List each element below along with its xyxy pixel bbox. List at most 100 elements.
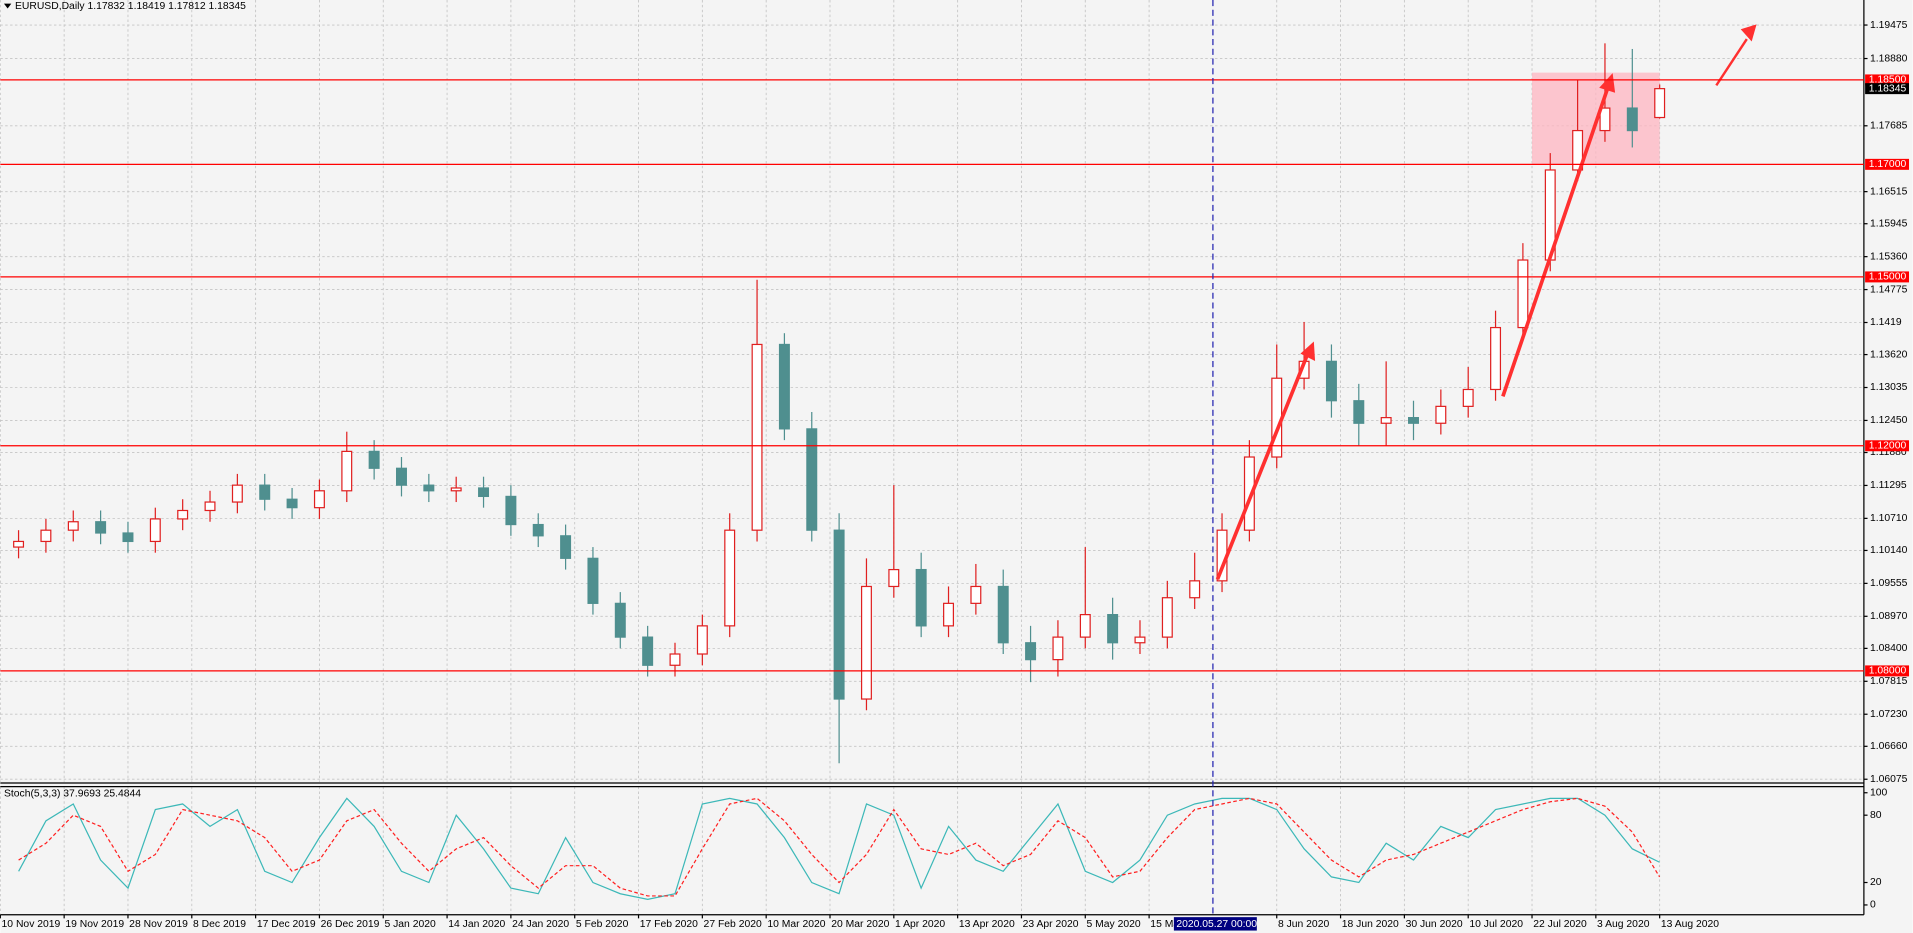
x-tick-label: 24 Jan 2020: [512, 919, 569, 930]
level-label-box: [1865, 665, 1910, 677]
x-tick-label: 10 Jul 2020: [1469, 919, 1523, 930]
x-tick-label: 26 Dec 2019: [321, 919, 380, 930]
y-tick-label: 1.10710: [1870, 513, 1908, 524]
candle-body: [1654, 88, 1666, 119]
candle-body: [1490, 326, 1502, 391]
candle-body: [806, 428, 818, 531]
candle-body: [286, 498, 298, 509]
x-tick-label: 8 Jun 2020: [1278, 919, 1330, 930]
candle-body: [1189, 580, 1201, 599]
level-label: 1.08000: [1869, 666, 1907, 677]
candle-body: [122, 532, 134, 543]
arrow: [1715, 38, 1748, 87]
grid: [0, 0, 1864, 915]
arrow-head: [1599, 73, 1616, 93]
x-tick-label: 13 Aug 2020: [1661, 919, 1719, 930]
x-tick-label: 5 Jan 2020: [384, 919, 436, 930]
x-tick-label: 19 Nov 2019: [65, 919, 124, 930]
y-tick-label: 1.08970: [1870, 611, 1908, 622]
y-tick-label: 80: [1870, 810, 1882, 821]
candle-body: [724, 529, 736, 627]
level-label: 1.15000: [1869, 272, 1907, 283]
candle-body: [778, 343, 790, 430]
candle-body: [1572, 129, 1584, 171]
level-label-box: [1865, 271, 1910, 283]
y-tick-label: 20: [1870, 877, 1882, 888]
candle-body: [1079, 613, 1091, 638]
candle-body: [368, 450, 380, 469]
x-tick-label: 30 Jun 2020: [1406, 919, 1463, 930]
candle-body: [231, 484, 243, 503]
candle-body: [450, 487, 462, 492]
x-tick-label: 17 Dec 2019: [257, 919, 316, 930]
candle-body: [1462, 388, 1474, 407]
cursor-label-box: [1173, 917, 1257, 931]
candle-body: [423, 484, 435, 492]
candle-body: [1380, 417, 1392, 424]
x-tick-label: 14 Jan 2020: [448, 919, 505, 930]
candle-body: [696, 625, 708, 655]
y-tick-label: 1.1419: [1870, 317, 1902, 328]
level-label-box: [1865, 158, 1910, 170]
cursor-label: 2020.05.27 00:00: [1176, 919, 1257, 930]
candle-body: [395, 467, 407, 486]
candle-body: [1599, 107, 1611, 132]
level-label: 1.17000: [1869, 159, 1907, 170]
candle-body: [1408, 417, 1419, 424]
candle-body: [997, 585, 1009, 644]
x-tick-label: 3 Aug 2020: [1597, 919, 1650, 930]
candle-body: [560, 535, 572, 559]
y-tick-label: 1.08400: [1870, 643, 1908, 654]
candle-body: [67, 521, 79, 531]
arrow-head: [1300, 341, 1316, 362]
y-tick-label: 100: [1870, 787, 1888, 798]
candle-body: [614, 602, 626, 638]
candle-body: [751, 343, 763, 531]
candle-body: [860, 585, 872, 700]
x-tick-label: 20 Mar 2020: [831, 919, 889, 930]
y-tick-label: 1.11880: [1870, 447, 1907, 458]
candle-body: [1353, 400, 1365, 424]
level-label: 1.12000: [1869, 440, 1907, 451]
candle-body: [313, 490, 325, 509]
candle-body: [259, 484, 271, 500]
candle-body: [833, 529, 845, 700]
y-tick-label: 1.16515: [1870, 186, 1908, 197]
candle-body: [587, 557, 599, 604]
candle-body: [478, 487, 490, 498]
y-tick-label: 1.07815: [1870, 676, 1908, 687]
current-price-box: [1865, 83, 1910, 95]
y-tick-label: 1.11295: [1870, 480, 1907, 491]
candle-body: [1626, 107, 1638, 132]
candle-body: [888, 568, 900, 588]
dropdown-icon[interactable]: [3, 3, 12, 9]
x-tick-label: 10 Nov 2019: [2, 919, 61, 930]
x-tick-label: 28 Nov 2019: [129, 919, 188, 930]
candle-body: [1325, 360, 1337, 402]
candle-body: [915, 568, 927, 627]
candle-body: [943, 602, 955, 627]
x-tick-label: 22 Jul 2020: [1533, 919, 1587, 930]
y-tick-label: 1.06075: [1870, 774, 1908, 785]
y-tick-label: 1.10140: [1870, 545, 1908, 556]
candle-body: [970, 585, 982, 604]
x-tick-label: 1 Apr 2020: [895, 919, 945, 930]
candle-body: [149, 518, 161, 543]
y-tick-label: 1.19475: [1870, 20, 1908, 31]
candle-body: [1134, 636, 1146, 644]
x-tick-label: 5 Feb 2020: [576, 919, 629, 930]
level-label: 1.18500: [1869, 75, 1907, 86]
candle-body: [40, 529, 52, 543]
candle-body: [1161, 597, 1173, 638]
y-tick-label: 1.17685: [1870, 121, 1908, 132]
level-label-box: [1865, 440, 1910, 452]
stoch-line: [18, 797, 1660, 900]
candle-body: [532, 523, 544, 537]
indicator-title: Stoch(5,3,3) 37.9693 25.4844: [4, 789, 141, 800]
candle-body: [204, 501, 216, 512]
y-tick-label: 1.07230: [1870, 709, 1908, 720]
x-tick-label: 27 Feb 2020: [704, 919, 762, 930]
candle-body: [669, 653, 681, 666]
x-tick-label: 5 May 2020: [1086, 919, 1140, 930]
